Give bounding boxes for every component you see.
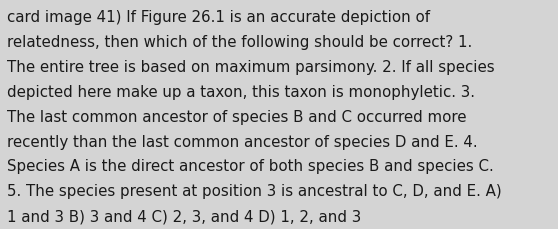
Text: depicted here make up a taxon, this taxon is monophyletic. 3.: depicted here make up a taxon, this taxo…: [7, 85, 475, 99]
Text: The last common ancestor of species B and C occurred more: The last common ancestor of species B an…: [7, 109, 466, 124]
Text: relatedness, then which of the following should be correct? 1.: relatedness, then which of the following…: [7, 35, 472, 50]
Text: card image 41) If Figure 26.1 is an accurate depiction of: card image 41) If Figure 26.1 is an accu…: [7, 10, 430, 25]
Text: 1 and 3 B) 3 and 4 C) 2, 3, and 4 D) 1, 2, and 3: 1 and 3 B) 3 and 4 C) 2, 3, and 4 D) 1, …: [7, 208, 361, 223]
Text: 5. The species present at position 3 is ancestral to C, D, and E. A): 5. The species present at position 3 is …: [7, 183, 502, 198]
Text: Species A is the direct ancestor of both species B and species C.: Species A is the direct ancestor of both…: [7, 159, 493, 174]
Text: recently than the last common ancestor of species D and E. 4.: recently than the last common ancestor o…: [7, 134, 477, 149]
Text: The entire tree is based on maximum parsimony. 2. If all species: The entire tree is based on maximum pars…: [7, 60, 494, 75]
